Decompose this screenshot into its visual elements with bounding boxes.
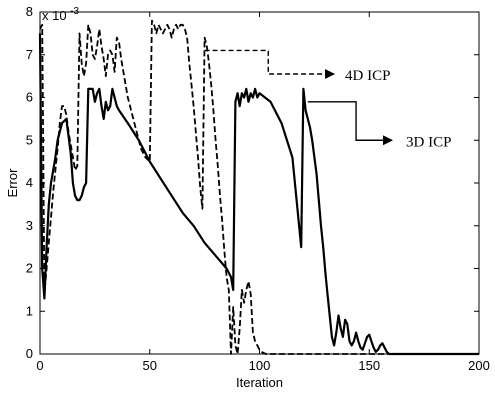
x-tick-label: 200 <box>468 358 490 373</box>
annotation-arrow <box>307 101 393 146</box>
annotation-label: 3D ICP <box>406 134 451 150</box>
annotation-label: 4D ICP <box>345 68 390 84</box>
y-axis-label: Error <box>5 168 20 198</box>
y-tick-label: 5 <box>26 132 33 147</box>
y-tick-label: 2 <box>26 261 33 276</box>
y-tick-label: 8 <box>26 4 33 19</box>
annotation-layer: 4D ICP 3D ICP <box>204 49 451 150</box>
axis-ticks: 0 50 100 150 200 0 1 2 3 4 5 6 7 8 <box>26 4 490 373</box>
plot-frame <box>39 11 480 355</box>
series-line-3d-icp <box>38 33 479 356</box>
x-tick-label: 0 <box>36 358 43 373</box>
annotation-arrow <box>204 49 335 79</box>
y-tick-label: 6 <box>26 90 33 105</box>
series-line-4d-icp <box>39 19 479 355</box>
y-tick-label: 1 <box>26 303 33 318</box>
x-tick-label: 100 <box>249 358 271 373</box>
y-tick-label: 7 <box>26 47 33 62</box>
x-axis-label: Iteration <box>236 375 283 390</box>
series-layer <box>38 19 479 356</box>
x-tick-label: 150 <box>358 358 380 373</box>
y-scale-exponent: x 10 -3 <box>42 6 80 23</box>
plot-border <box>39 11 480 355</box>
y-tick-label: 3 <box>26 218 33 233</box>
y-tick-label: 4 <box>26 175 33 190</box>
y-tick-label: 0 <box>26 346 33 361</box>
x-tick-label: 50 <box>143 358 157 373</box>
